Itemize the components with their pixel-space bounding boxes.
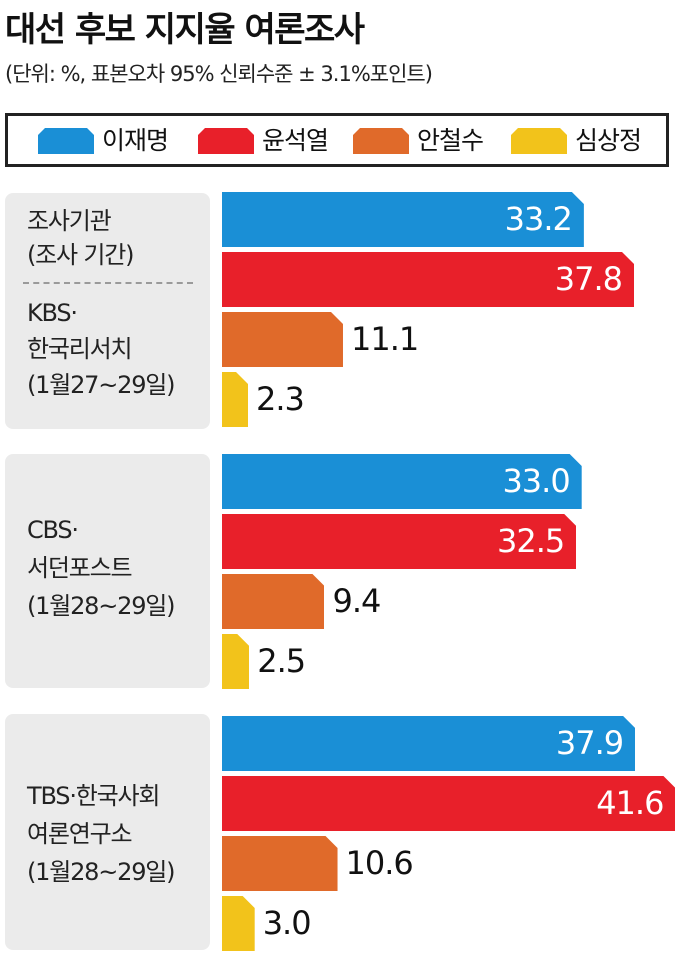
bar-ahn xyxy=(222,574,324,629)
bar-value-label: 2.3 xyxy=(256,380,305,418)
bar-value-label: 33.2 xyxy=(504,200,573,238)
bar-value-label: 37.8 xyxy=(554,260,623,298)
bar-value-label: 10.6 xyxy=(345,844,414,882)
poll-panel-tbs: TBS·한국사회 여론연구소 (1월28~29일) xyxy=(5,714,210,950)
panel-org-line2: 한국리서치 xyxy=(27,335,133,363)
bar-lee xyxy=(222,716,635,771)
poll-panel-kbs: 조사기관 (조사 기간) KBS· 한국리서치 (1월27~29일) xyxy=(5,193,210,429)
legend-swatch-sim xyxy=(511,128,567,154)
legend-swatch-yoon xyxy=(198,128,254,154)
poll-panel-cbs: CBS· 서던포스트 (1월28~29일) xyxy=(5,454,210,688)
legend-label-lee: 이재명 xyxy=(102,126,169,155)
legend-swatch-ahn xyxy=(353,128,409,154)
bar-sim xyxy=(222,634,249,689)
bar-value-label: 9.4 xyxy=(332,582,381,620)
panel-header-org: 조사기관 xyxy=(27,207,112,235)
panel-org-line2: 서던포스트 xyxy=(27,554,133,582)
bar-ahn xyxy=(222,836,338,891)
panel-org-line1: CBS· xyxy=(27,516,79,544)
bar-value-label: 33.0 xyxy=(502,462,570,500)
bar-sim xyxy=(222,372,248,427)
panel-org-line1: TBS·한국사회 xyxy=(27,782,160,810)
bar-value-label: 32.5 xyxy=(497,522,565,560)
bar-lee xyxy=(222,454,582,509)
chart-title: 대선 후보 지지율 여론조사 xyxy=(5,10,365,50)
panel-period: (1월28~29일) xyxy=(27,858,176,886)
bar-sim xyxy=(222,896,255,951)
legend-label-ahn: 안철수 xyxy=(417,126,484,155)
bar-yoon xyxy=(222,514,576,569)
bar-yoon xyxy=(222,776,675,831)
panel-header-period: (조사 기간) xyxy=(27,241,134,269)
bar-lee xyxy=(222,192,584,247)
bar-yoon xyxy=(222,252,634,307)
legend-swatch-lee xyxy=(38,128,94,154)
panel-divider xyxy=(23,282,193,284)
bar-value-label: 11.1 xyxy=(350,320,419,358)
panel-org-line2: 여론연구소 xyxy=(27,820,133,848)
legend: 이재명 윤석열 안철수 심상정 xyxy=(5,113,669,167)
bar-value-label: 41.6 xyxy=(596,784,664,822)
bar-value-label: 37.9 xyxy=(555,724,624,762)
panel-period: (1월28~29일) xyxy=(27,592,176,620)
bar-ahn xyxy=(222,312,343,367)
panel-period: (1월27~29일) xyxy=(27,371,176,399)
legend-label-sim: 심상정 xyxy=(575,126,642,155)
bar-value-label: 3.0 xyxy=(262,904,312,942)
bar-value-label: 2.5 xyxy=(257,642,306,680)
panel-org-line1: KBS· xyxy=(27,299,78,327)
chart-subtitle: (단위: %, 표본오차 95% 신뢰수준 ± 3.1%포인트) xyxy=(5,62,433,86)
legend-label-yoon: 윤석열 xyxy=(262,126,329,155)
